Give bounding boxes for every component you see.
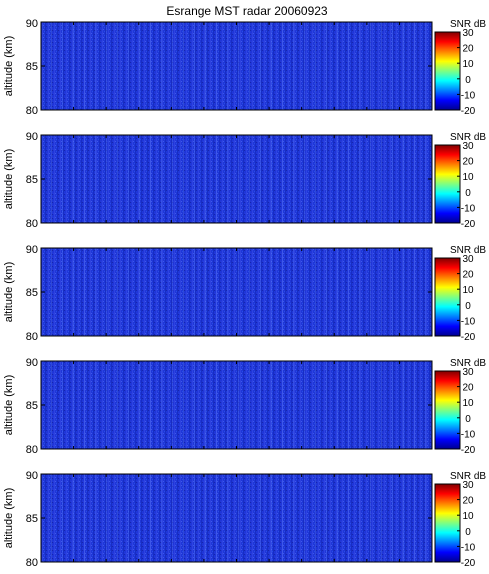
y-tick-label: 85 — [26, 400, 38, 412]
colorbar-label: SNR dB — [450, 19, 486, 30]
y-tick-label: 90 — [26, 470, 38, 482]
colorbar-tick-label: -10 — [461, 203, 476, 214]
colorbar-label: SNR dB — [450, 132, 486, 143]
colorbar-tick-label: 30 — [462, 480, 474, 491]
colorbar-tick-label: 20 — [462, 44, 474, 55]
y-tick-label: 80 — [26, 444, 38, 456]
y-tick-label: 85 — [26, 287, 38, 299]
y-axis-label: altitude (km) — [3, 36, 15, 97]
y-tick-label: 90 — [26, 131, 38, 143]
colorbar-tick-label: 30 — [462, 254, 474, 265]
colorbar — [434, 370, 461, 450]
colorbar-tick-label: 10 — [462, 172, 474, 183]
colorbar-tick-label: 20 — [462, 383, 474, 394]
colorbar-tick-label: -10 — [461, 542, 476, 553]
colorbar-tick-label: -20 — [461, 106, 476, 117]
y-tick-label: 90 — [26, 357, 38, 369]
colorbar-tick-label: 0 — [465, 75, 471, 86]
colorbar-tick-label: -20 — [461, 558, 476, 569]
y-tick-label: 85 — [26, 174, 38, 186]
colorbar-tick-label: 20 — [462, 157, 474, 168]
colorbar — [434, 144, 461, 224]
y-tick-label: 85 — [26, 513, 38, 525]
y-tick-label: 80 — [26, 105, 38, 117]
colorbar-tick-label: -20 — [461, 445, 476, 456]
y-axis-label: altitude (km) — [3, 149, 15, 210]
y-axis-label: altitude (km) — [3, 488, 15, 549]
y-tick-label: 85 — [26, 61, 38, 73]
colorbar-label: SNR dB — [450, 358, 486, 369]
colorbar-tick-label: 10 — [462, 511, 474, 522]
colorbar-tick-label: 10 — [462, 398, 474, 409]
colorbar-tick-label: -10 — [461, 316, 476, 327]
y-axis-label: altitude (km) — [3, 262, 15, 323]
colorbar-tick-label: 30 — [462, 367, 474, 378]
y-tick-label: 90 — [26, 244, 38, 256]
y-tick-label: 80 — [26, 557, 38, 569]
colorbar-tick-label: 0 — [465, 414, 471, 425]
colorbar-tick-label: -10 — [461, 90, 476, 101]
heatmap-texture — [41, 248, 432, 336]
heatmap-texture — [41, 22, 432, 110]
colorbar-tick-label: 0 — [465, 301, 471, 312]
colorbar-tick-label: 30 — [462, 28, 474, 39]
colorbar-tick-label: 0 — [465, 188, 471, 199]
colorbar — [434, 483, 461, 563]
colorbar-tick-label: -10 — [461, 429, 476, 440]
y-tick-label: 80 — [26, 218, 38, 230]
y-axis-label: altitude (km) — [3, 375, 15, 436]
colorbar-tick-label: 20 — [462, 496, 474, 507]
colorbar-tick-label: 20 — [462, 270, 474, 281]
figure-title: Esrange MST radar 20060923 — [166, 4, 328, 18]
y-tick-label: 90 — [26, 18, 38, 30]
colorbar-tick-label: 30 — [462, 141, 474, 152]
colorbar — [434, 257, 461, 337]
heatmap-texture — [41, 361, 432, 449]
heatmap-texture — [41, 474, 432, 562]
colorbar — [434, 31, 461, 111]
colorbar-tick-label: 10 — [462, 59, 474, 70]
heatmap-texture — [41, 135, 432, 223]
colorbar-tick-label: -20 — [461, 332, 476, 343]
colorbar-tick-label: 0 — [465, 527, 471, 538]
colorbar-label: SNR dB — [450, 471, 486, 482]
colorbar-tick-label: 10 — [462, 285, 474, 296]
colorbar-tick-label: -20 — [461, 219, 476, 230]
y-tick-label: 80 — [26, 331, 38, 343]
colorbar-label: SNR dB — [450, 245, 486, 256]
